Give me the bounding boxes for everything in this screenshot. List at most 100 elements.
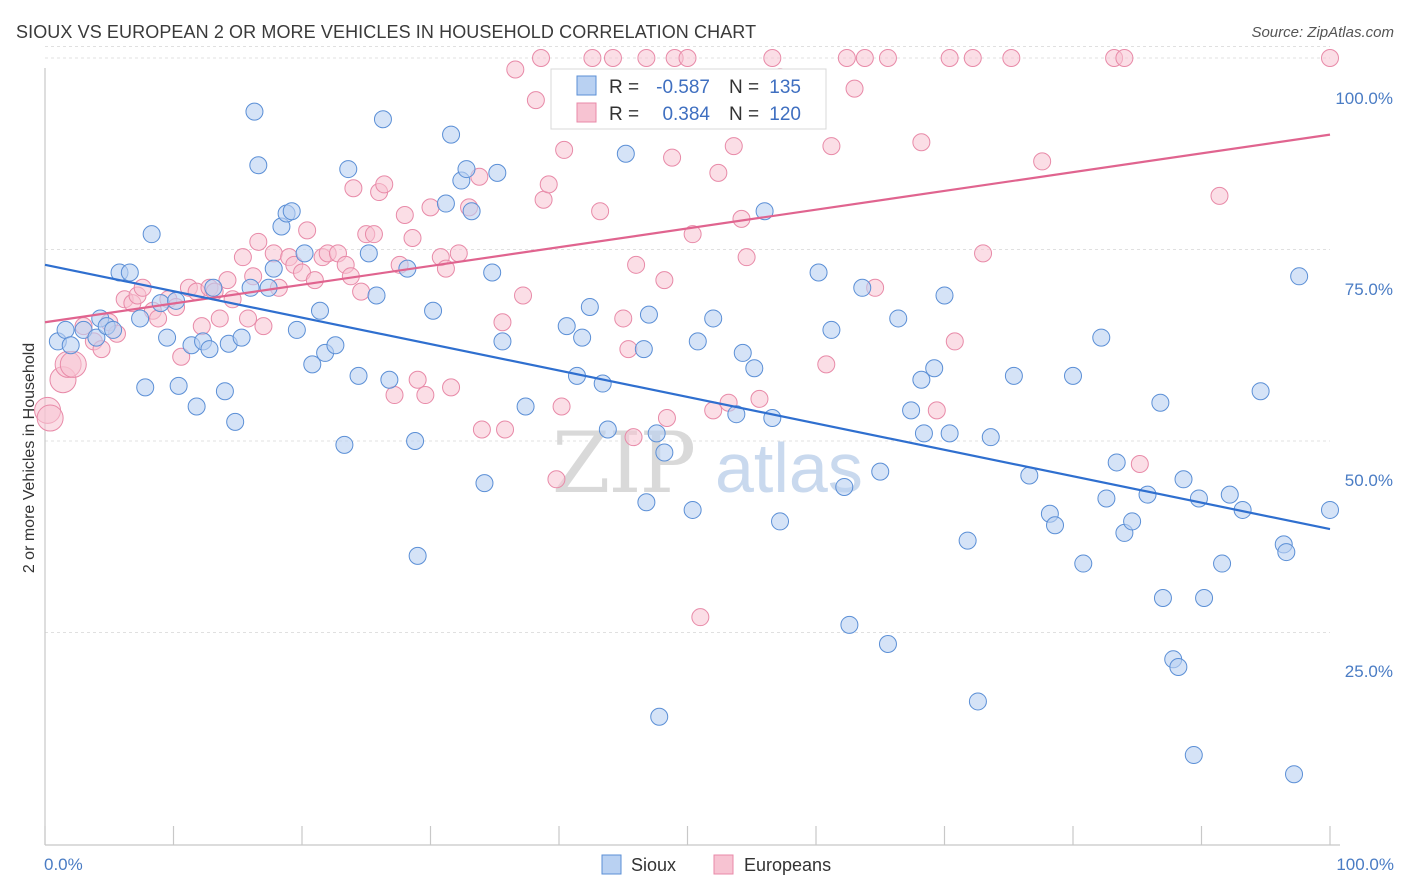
europeans-point xyxy=(1130,454,1149,473)
europeans-point xyxy=(591,202,610,221)
sioux-n-label: N = xyxy=(729,77,759,98)
x-minor-ticks xyxy=(44,826,1331,845)
sioux-point xyxy=(61,336,80,355)
sioux-point xyxy=(462,202,481,221)
sioux-point xyxy=(1174,470,1193,489)
sioux-point xyxy=(442,125,461,144)
x-tick-label-100: 100.0% xyxy=(1336,855,1394,874)
sioux-point xyxy=(940,424,959,443)
europeans-point xyxy=(837,49,856,67)
sioux-point xyxy=(1153,589,1172,608)
europeans-point xyxy=(249,232,268,251)
stats-legend: R = -0.587 N = 135 R = 0.384 N = 120 xyxy=(550,68,827,130)
sioux-point xyxy=(639,305,658,324)
sioux-point xyxy=(359,244,378,263)
europeans-point xyxy=(1033,152,1052,171)
sioux-point xyxy=(958,531,977,550)
y-tick-label-100: 100.0% xyxy=(1335,89,1393,108)
europeans-trend-line xyxy=(44,133,1331,324)
legend-europeans-swatch xyxy=(713,854,734,875)
europeans-point xyxy=(375,175,394,194)
europeans-point xyxy=(912,133,931,152)
sioux-point xyxy=(683,500,702,519)
europeans-point xyxy=(1002,49,1021,67)
europeans-point xyxy=(691,608,710,627)
sioux-point xyxy=(1123,512,1142,531)
sioux-point xyxy=(1097,489,1116,508)
sioux-point xyxy=(902,401,921,420)
europeans-point xyxy=(817,355,836,374)
europeans-point xyxy=(539,175,558,194)
sioux-point xyxy=(158,328,177,347)
europeans-point xyxy=(1115,49,1134,67)
europeans-point xyxy=(663,148,682,167)
sioux-point xyxy=(1004,366,1023,385)
sioux-point xyxy=(249,156,268,175)
axes xyxy=(44,68,1340,846)
sioux-point xyxy=(380,370,399,389)
sioux-point xyxy=(488,163,507,182)
europeans-point xyxy=(344,179,363,198)
sioux-point xyxy=(853,278,872,297)
sioux-point xyxy=(169,376,188,395)
sioux-r-label: R = xyxy=(609,77,639,98)
europeans-point xyxy=(59,350,87,378)
europeans-point xyxy=(254,317,273,336)
sioux-point xyxy=(303,355,322,374)
sioux-point xyxy=(1169,657,1188,676)
europeans-point xyxy=(603,49,622,67)
europeans-point xyxy=(737,248,756,267)
sioux-point xyxy=(634,340,653,359)
sioux-swatch xyxy=(576,75,597,96)
sioux-point xyxy=(1220,485,1239,504)
legend-sioux-label: Sioux xyxy=(631,855,676,875)
europeans-point xyxy=(683,225,702,244)
europeans-point xyxy=(552,397,571,416)
europeans-point xyxy=(763,49,782,67)
europeans-point xyxy=(963,49,982,67)
sioux-point xyxy=(968,692,987,711)
sioux-point xyxy=(840,615,859,634)
europeans-point xyxy=(583,49,602,67)
sioux-point xyxy=(1107,453,1126,472)
y-axis-title: 2 or more Vehicles in Household xyxy=(21,343,38,573)
x-tick-label-0: 0.0% xyxy=(44,855,83,874)
europeans-point xyxy=(133,278,152,297)
europeans-point xyxy=(442,378,461,397)
sioux-point xyxy=(167,291,186,310)
y-tick-label-50: 50.0% xyxy=(1345,471,1393,490)
sioux-point xyxy=(264,259,283,278)
europeans-point xyxy=(172,347,191,366)
source-credit: Source: ZipAtlas.com xyxy=(1251,24,1394,41)
sioux-point xyxy=(287,320,306,339)
europeans-n-label: N = xyxy=(729,104,759,125)
europeans-point xyxy=(878,49,897,67)
sioux-point xyxy=(373,110,392,129)
europeans-point xyxy=(750,389,769,408)
europeans-point xyxy=(1321,49,1339,67)
europeans-point xyxy=(637,49,656,67)
sioux-point xyxy=(871,462,890,481)
sioux-point xyxy=(878,634,897,653)
sioux-point xyxy=(889,309,908,328)
sioux-point xyxy=(809,263,828,282)
sioux-point xyxy=(493,332,512,351)
sioux-point xyxy=(637,493,656,512)
sioux-point xyxy=(1290,267,1309,286)
sioux-points xyxy=(48,102,1339,784)
europeans-point xyxy=(493,313,512,332)
sioux-point xyxy=(104,320,123,339)
sioux-point xyxy=(1184,746,1203,765)
sioux-point xyxy=(733,343,752,362)
sioux-r-value: -0.587 xyxy=(656,77,710,98)
europeans-point xyxy=(534,190,553,209)
sioux-point xyxy=(56,320,75,339)
europeans-point xyxy=(449,244,468,263)
europeans-point xyxy=(472,420,491,439)
europeans-point xyxy=(940,49,959,67)
sioux-point xyxy=(1321,500,1339,519)
europeans-point xyxy=(408,370,427,389)
sioux-point xyxy=(1277,543,1296,562)
chart-title: SIOUX VS EUROPEAN 2 OR MORE VEHICLES IN … xyxy=(16,22,757,42)
sioux-point xyxy=(187,397,206,416)
